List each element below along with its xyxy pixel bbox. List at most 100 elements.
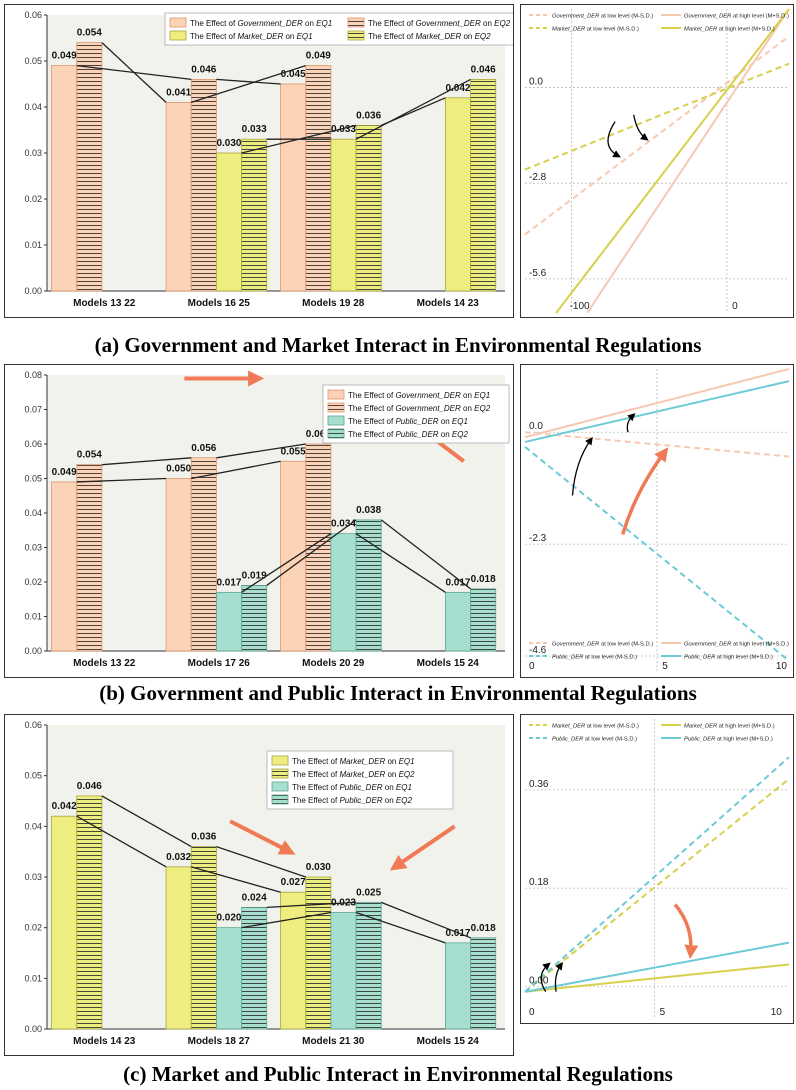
x-tick-label: 0 [529, 661, 535, 672]
rotation-arrow [540, 962, 551, 993]
y-tick-label: 0.04 [24, 102, 42, 112]
y-tick-label: 0.0 [529, 421, 543, 432]
bar-chart-government-market: 0.00 0.01 0.02 0.03 0.04 0.05 0.06 0.049 0.054 0.… [24, 10, 513, 309]
legend-label: The Effect of Government_DER on EQ2 [348, 404, 491, 413]
trend-connector-line [101, 457, 192, 466]
y-tick-label: 0.06 [24, 720, 42, 730]
series-line [524, 756, 790, 993]
trend-connector-line [191, 64, 306, 104]
bar [76, 464, 103, 652]
panel-b-line-chart: 0.0 -2.3 -4.6 0 5 10 Government_DER at low lev… [520, 364, 794, 678]
bar-chart-government-public: 0.00 0.01 0.02 0.03 0.04 0.05 0.06 0.07 0.08 0.04… [24, 370, 510, 669]
trend-connector-line [76, 477, 167, 483]
x-tick-label: -100 [570, 301, 590, 312]
y-tick-label: -2.3 [529, 533, 547, 544]
x-tick-label: 10 [771, 1007, 783, 1018]
bar-value-label: 0.046 [191, 64, 216, 75]
bar-value-label: 0.056 [191, 443, 216, 454]
bar [280, 83, 307, 292]
trend-arrow [389, 824, 456, 871]
bar-value-label: 0.041 [166, 87, 191, 98]
y-tick-label: -5.6 [529, 268, 547, 279]
series-line [524, 963, 790, 993]
bar-value-label: 0.038 [356, 505, 381, 516]
trend-connector-line [216, 443, 306, 459]
bar [216, 927, 242, 1030]
bar-value-label: 0.018 [471, 923, 496, 934]
bar-value-label: 0.050 [166, 464, 191, 475]
y-tick-label: 0.01 [24, 240, 42, 250]
caption-c: (c) Market and Public Interact in Enviro… [123, 1062, 673, 1086]
caption-b: (b) Government and Public Interact in En… [99, 681, 697, 705]
legend-label: Market_DER at high level (M+S.D.) [684, 27, 775, 33]
rotation-arrow [633, 114, 649, 141]
y-tick-label: 0.08 [24, 370, 42, 380]
y-tick-label: -2.8 [529, 172, 547, 183]
y-tick-label: -4.6 [529, 645, 547, 656]
bar-value-label: 0.033 [242, 124, 267, 135]
y-tick-label: 0.00 [24, 646, 42, 656]
bar-value-label: 0.030 [306, 862, 331, 873]
bar-value-label: 0.030 [216, 138, 241, 149]
bar [445, 97, 471, 292]
legend-label: The Effect of Market_DER on EQ1 [292, 757, 415, 766]
y-tick-label: 0.01 [24, 973, 42, 983]
panel-a-bar-chart: 0.00 0.01 0.02 0.03 0.04 0.05 0.06 0.049 0.054 0.… [4, 4, 514, 318]
legend-swatch [327, 402, 345, 413]
bar [241, 585, 268, 652]
legend-label: Market_DER at low level (M-S.D.) [552, 724, 639, 730]
trend-arrow [621, 447, 669, 535]
bar [165, 478, 192, 652]
bar [241, 138, 268, 292]
legend-box [266, 750, 454, 810]
panel-c-line-chart: 0.36 0.18 0.00 0 5 10 Market_DER at low level … [520, 714, 794, 1024]
trend-connector-line [101, 42, 167, 103]
series-line [524, 380, 790, 443]
line-chart-market-public: 0.36 0.18 0.00 0 5 10 Market_DER at low level … [524, 719, 790, 1019]
trend-connector-line [380, 97, 446, 126]
trend-connector-line [76, 815, 167, 868]
legend-label: Public_DER at high level (M+S.D.) [684, 655, 773, 661]
y-tick-label: 0.07 [24, 405, 42, 415]
trend-connector-line [355, 533, 446, 593]
y-tick-label: 0.04 [24, 821, 42, 831]
bar [216, 591, 242, 652]
x-category-label: Models 14 23 [73, 1036, 136, 1047]
legend-label: The Effect of Government_DER on EQ1 [348, 391, 490, 400]
y-tick-label: 0.05 [24, 56, 42, 66]
legend-label: Market_DER at low level (M-S.D.) [552, 27, 639, 33]
legend-label: The Effect of Government_DER on EQ1 [190, 19, 332, 28]
bar [165, 866, 192, 1030]
legend-label: Government_DER at low level (M-S.D.) [552, 642, 653, 648]
y-tick-label: 0.02 [24, 923, 42, 933]
bar-value-label: 0.033 [331, 124, 356, 135]
trend-connector-line [380, 519, 471, 590]
series-line [524, 35, 790, 236]
x-category-label: Models 20 29 [302, 658, 365, 669]
bar [51, 481, 78, 652]
caption-a: (a) Government and Market Interact in En… [94, 333, 702, 357]
legend-label: Government_DER at high level (M+S.D.) [684, 14, 789, 20]
rotation-arrow [607, 121, 621, 158]
x-tick-label: 0 [529, 1007, 535, 1018]
bar-value-label: 0.060 [306, 429, 331, 440]
legend-swatch [327, 428, 345, 439]
legend-swatch [271, 755, 289, 766]
series-line [524, 368, 790, 439]
x-tick-label: 0 [732, 301, 738, 312]
bar [470, 588, 497, 652]
legend-label: The Effect of Market_DER on EQ2 [368, 32, 491, 41]
bar [216, 152, 242, 292]
panel-c-bar-chart: 0.00 0.01 0.02 0.03 0.04 0.05 0.06 0.042 0.046 0.… [4, 714, 514, 1056]
series-line [524, 431, 790, 458]
legend-label: The Effect of Public_DER on EQ2 [348, 430, 468, 439]
y-tick-label: 0.03 [24, 543, 42, 553]
bar-value-label: 0.017 [445, 577, 470, 588]
trend-connector-line [191, 460, 281, 480]
y-tick-label: 0.02 [24, 194, 42, 204]
bar-value-label: 0.024 [242, 892, 267, 903]
x-category-label: Models 15 24 [417, 658, 480, 669]
x-category-label: Models 13 22 [73, 298, 136, 309]
bar [190, 79, 217, 292]
